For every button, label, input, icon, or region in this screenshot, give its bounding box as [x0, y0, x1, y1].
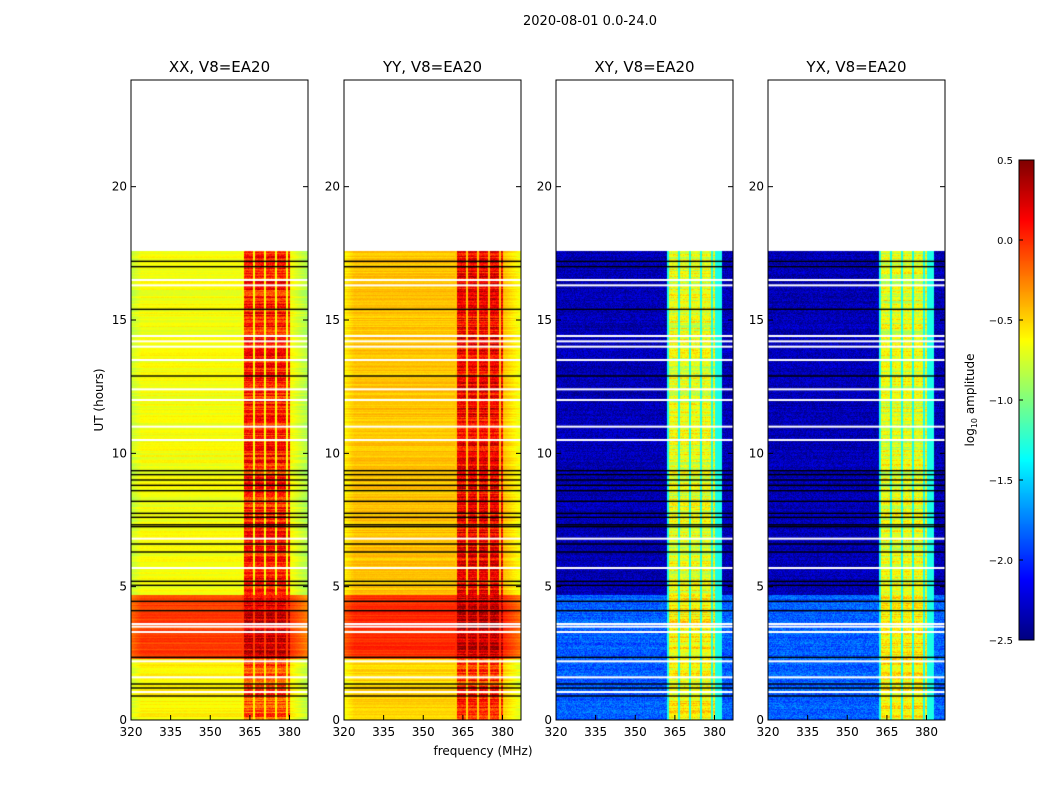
y-tick-label: 5	[119, 580, 127, 594]
x-tick-label: 320	[120, 725, 143, 739]
axes-frame	[555, 79, 734, 721]
y-tick-label: 5	[332, 580, 340, 594]
x-tick-label: 335	[372, 725, 395, 739]
colorbar-tick-label: 0.0	[997, 236, 1013, 247]
x-axis-label: frequency (MHz)	[433, 744, 532, 758]
colorbar-tick-label: −1.5	[989, 476, 1013, 487]
y-tick-label: 15	[112, 313, 127, 327]
y-tick-label: 15	[537, 313, 552, 327]
x-tick-label: 380	[915, 725, 938, 739]
x-tick-label: 335	[796, 725, 819, 739]
y-tick-label: 15	[325, 313, 340, 327]
y-tick-label: 5	[544, 580, 552, 594]
y-axis-label: UT (hours)	[92, 368, 106, 431]
x-tick-label: 320	[333, 725, 356, 739]
colorbar-tick-label: −0.5	[989, 316, 1013, 327]
y-tick-label: 10	[749, 446, 764, 460]
axes-frame	[767, 79, 946, 721]
x-tick-label: 320	[545, 725, 568, 739]
x-tick-label: 350	[199, 725, 222, 739]
heatmap-xy	[556, 80, 733, 720]
x-tick-label: 335	[584, 725, 607, 739]
axes-frame	[343, 79, 522, 721]
y-tick-label: 0	[544, 713, 552, 727]
colorbar-tick-label: 0.5	[997, 156, 1013, 167]
colorbar-label: log10 amplitude	[963, 354, 979, 447]
panel-title-yy: YY, V8=EA20	[382, 58, 483, 76]
x-tick-label: 365	[451, 725, 474, 739]
colorbar-tick-label: −1.0	[989, 396, 1013, 407]
x-tick-label: 335	[159, 725, 182, 739]
panel-title-xy: XY, V8=EA20	[594, 58, 695, 76]
x-tick-label: 350	[412, 725, 435, 739]
y-tick-label: 10	[325, 446, 340, 460]
axes-frame	[130, 79, 309, 721]
x-tick-label: 365	[238, 725, 261, 739]
heatmap-yx	[768, 80, 945, 720]
y-tick-label: 20	[749, 180, 764, 194]
y-tick-label: 20	[112, 180, 127, 194]
y-tick-label: 10	[537, 446, 552, 460]
x-tick-label: 350	[836, 725, 859, 739]
panel-title-yx: YX, V8=EA20	[806, 58, 907, 76]
heatmap-xx	[131, 80, 308, 720]
x-tick-label: 365	[663, 725, 686, 739]
x-tick-label: 380	[278, 725, 301, 739]
y-tick-label: 20	[325, 180, 340, 194]
y-tick-label: 0	[756, 713, 764, 727]
x-tick-label: 365	[875, 725, 898, 739]
y-tick-label: 0	[119, 713, 127, 727]
figure-title: 2020-08-01 0.0-24.0	[523, 14, 657, 29]
colorbar-tick-label: −2.5	[989, 636, 1013, 647]
y-tick-label: 15	[749, 313, 764, 327]
colorbar	[1019, 160, 1034, 640]
panel-title-xx: XX, V8=EA20	[168, 58, 271, 76]
x-tick-label: 380	[703, 725, 726, 739]
y-tick-label: 5	[756, 580, 764, 594]
colorbar-tick-label: −2.0	[989, 556, 1013, 567]
y-tick-label: 20	[537, 180, 552, 194]
x-tick-label: 350	[624, 725, 647, 739]
heatmap-yy	[344, 80, 521, 720]
x-tick-label: 380	[491, 725, 514, 739]
x-tick-label: 320	[757, 725, 780, 739]
y-tick-label: 0	[332, 713, 340, 727]
y-tick-label: 10	[112, 446, 127, 460]
